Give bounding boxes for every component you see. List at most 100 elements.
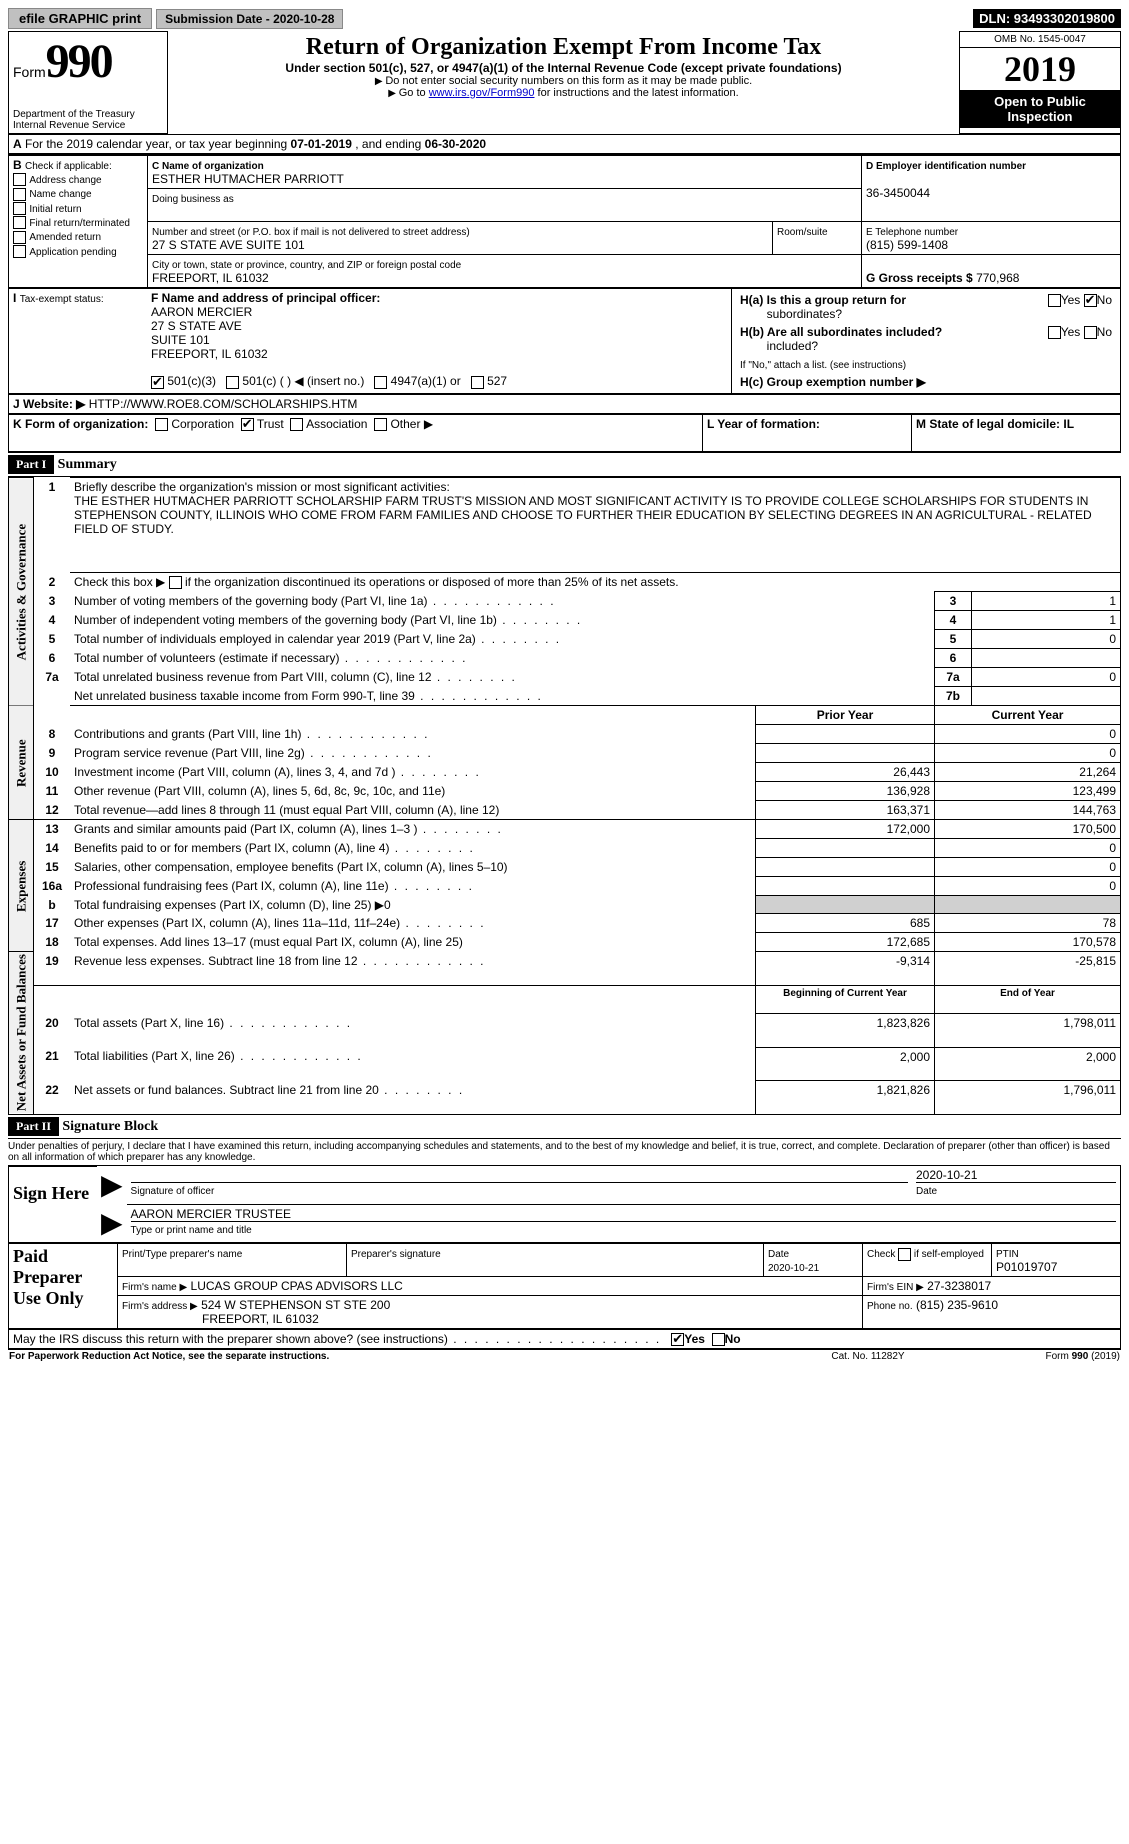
cb-trust[interactable] — [241, 418, 254, 431]
officer-addr3: FREEPORT, IL 61032 — [151, 347, 268, 361]
cb-app-pending[interactable] — [13, 245, 26, 258]
l11: Other revenue (Part VIII, column (A), li… — [74, 784, 445, 798]
l5: Total number of individuals employed in … — [74, 632, 561, 646]
p13: 172,000 — [756, 820, 935, 839]
cb-discontinued[interactable] — [169, 576, 182, 589]
ptin: P01019707 — [996, 1260, 1057, 1274]
officer-name: AARON MERCIER — [151, 305, 252, 319]
ptin-label: PTIN — [996, 1249, 1019, 1260]
open-inspection: Open to Public Inspection — [960, 90, 1120, 128]
gross-receipts: 770,968 — [976, 271, 1019, 285]
c10: 21,264 — [935, 763, 1121, 782]
c19: -25,815 — [935, 952, 1121, 986]
period-begin: 07-01-2019 — [291, 137, 352, 151]
signature-table: Sign Here ▶ Signature of officer 2020-10… — [8, 1166, 1121, 1244]
firm-addr2: FREEPORT, IL 61032 — [202, 1312, 319, 1326]
officer-addr1: 27 S STATE AVE — [151, 319, 242, 333]
l7b: Net unrelated business taxable income fr… — [74, 689, 543, 703]
irs-link[interactable]: www.irs.gov/Form990 — [429, 87, 535, 99]
sign-arrow-icon: ▶ — [97, 1166, 127, 1204]
p17: 685 — [756, 914, 935, 933]
cb-discuss-yes[interactable] — [671, 1333, 684, 1346]
city-value: FREEPORT, IL 61032 — [152, 271, 269, 285]
cb-self-employed[interactable] — [898, 1248, 911, 1261]
gray-16b-c — [935, 896, 1121, 914]
cb-501c[interactable] — [226, 376, 239, 389]
gray-16b-p — [756, 896, 935, 914]
cb-hb-yes[interactable] — [1048, 326, 1061, 339]
cat-no: Cat. No. 11282Y — [767, 1350, 969, 1363]
f-label: F Name and address of principal officer: — [151, 291, 380, 305]
l6: Total number of volunteers (estimate if … — [74, 651, 467, 665]
goto-post: for instructions and the latest informat… — [534, 87, 738, 99]
firm-phone-label: Phone no. — [867, 1301, 913, 1312]
officer-typed-name: AARON MERCIER TRUSTEE — [131, 1207, 291, 1221]
c-label: C Name of organization — [152, 161, 264, 172]
period-row: A For the 2019 calendar year, or tax yea… — [8, 134, 1121, 155]
part2-header: Part II — [8, 1117, 59, 1136]
website-value: HTTP://WWW.ROE8.COM/SCHOLARSHIPS.HTM — [89, 397, 358, 411]
p14 — [756, 839, 935, 858]
m-label: M State of legal domicile: IL — [916, 417, 1074, 431]
cb-ha-no[interactable] — [1084, 294, 1097, 307]
p9 — [756, 744, 935, 763]
v7a: 0 — [972, 668, 1121, 687]
l-label: L Year of formation: — [707, 417, 820, 431]
cb-address-change[interactable] — [13, 173, 26, 186]
sig-officer-label: Signature of officer — [131, 1186, 215, 1197]
fh-grid: I Tax-exempt status: F Name and address … — [8, 288, 1121, 394]
top-bar: efile GRAPHIC print Submission Date - 20… — [8, 8, 1121, 29]
v3: 1 — [972, 592, 1121, 611]
sign-here-label: Sign Here — [9, 1166, 98, 1243]
period-pre: For the 2019 calendar year, or tax year … — [25, 137, 291, 151]
k-label: K Form of organization: — [13, 417, 148, 431]
cb-final-return[interactable] — [13, 216, 26, 229]
efile-button[interactable]: efile GRAPHIC print — [8, 8, 152, 29]
c21: 2,000 — [935, 1047, 1121, 1081]
part1-table: Activities & Governance 1 Briefly descri… — [8, 477, 1121, 1115]
omb-number: OMB No. 1545-0047 — [960, 32, 1120, 48]
form-footer: Form 990 (2019) — [969, 1350, 1121, 1363]
c17: 78 — [935, 914, 1121, 933]
l3: Number of voting members of the governin… — [74, 594, 556, 608]
dept-treasury: Department of the Treasury — [13, 109, 163, 120]
prior-year-hdr: Prior Year — [756, 706, 935, 725]
sig-date-label: Date — [916, 1186, 937, 1197]
l15: Salaries, other compensation, employee b… — [74, 860, 508, 874]
cb-assoc[interactable] — [290, 418, 303, 431]
firm-addr1: 524 W STEPHENSON ST STE 200 — [201, 1298, 390, 1312]
suite-label: Room/suite — [777, 227, 828, 238]
firm-ein: 27-3238017 — [927, 1279, 991, 1293]
firm-name-label: Firm's name ▶ — [122, 1282, 187, 1293]
cb-name-change[interactable] — [13, 188, 26, 201]
pra-notice: For Paperwork Reduction Act Notice, see … — [8, 1350, 767, 1363]
g-label: G Gross receipts $ — [866, 271, 973, 285]
cb-initial-return[interactable] — [13, 202, 26, 215]
ha-label: H(a) Is this a group return for — [740, 293, 906, 307]
period-end: 06-30-2020 — [425, 137, 486, 151]
v5: 0 — [972, 630, 1121, 649]
cb-amended[interactable] — [13, 231, 26, 244]
l1-label: Briefly describe the organization's miss… — [74, 480, 450, 494]
cb-other[interactable] — [374, 418, 387, 431]
dept-irs: Internal Revenue Service — [13, 120, 163, 131]
c22: 1,796,011 — [935, 1081, 1121, 1115]
cb-501c3[interactable] — [151, 376, 164, 389]
cb-discuss-no[interactable] — [712, 1333, 725, 1346]
cb-527[interactable] — [471, 376, 484, 389]
cb-hb-no[interactable] — [1084, 326, 1097, 339]
cb-4947[interactable] — [374, 376, 387, 389]
hb-note: If "No," attach a list. (see instruction… — [740, 360, 906, 371]
begin-year-hdr: Beginning of Current Year — [756, 985, 935, 1013]
c13: 170,500 — [935, 820, 1121, 839]
l22: Net assets or fund balances. Subtract li… — [74, 1083, 464, 1097]
street-label: Number and street (or P.O. box if mail i… — [152, 227, 470, 238]
cb-ha-yes[interactable] — [1048, 294, 1061, 307]
declaration: Under penalties of perjury, I declare th… — [8, 1139, 1121, 1166]
c11: 123,499 — [935, 782, 1121, 801]
part2-title: Signature Block — [62, 1119, 158, 1134]
c16a: 0 — [935, 877, 1121, 896]
l19: Revenue less expenses. Subtract line 18 … — [74, 954, 486, 968]
p12: 163,371 — [756, 801, 935, 820]
cb-corp[interactable] — [155, 418, 168, 431]
